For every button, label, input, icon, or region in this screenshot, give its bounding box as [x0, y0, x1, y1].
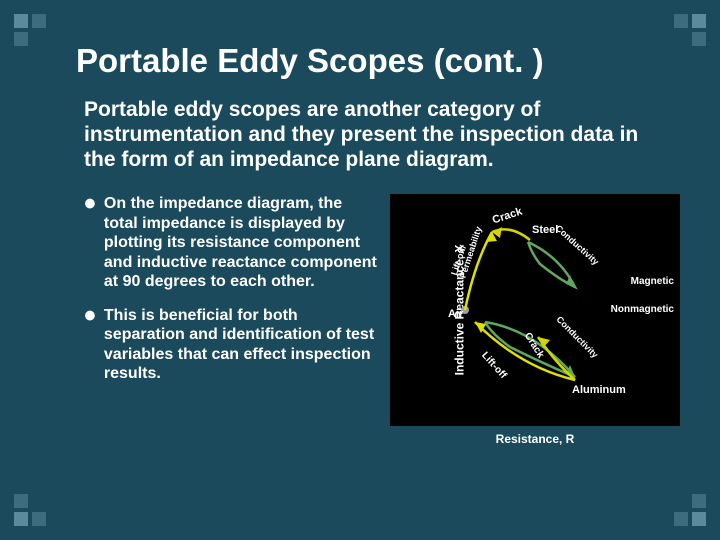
- bullet-item: • This is beneficial for both separation…: [84, 306, 378, 384]
- slide-intro: Portable eddy scopes are another categor…: [84, 98, 670, 172]
- magnetic-legend: Magnetic: [631, 276, 674, 287]
- content-row: • On the impedance diagram, the total im…: [84, 194, 680, 426]
- corner-decoration-tr: [666, 14, 706, 54]
- corner-decoration-br: [666, 486, 706, 526]
- bullet-icon: •: [84, 306, 96, 384]
- arrow-icon: [566, 275, 575, 287]
- bullet-text: On the impedance diagram, the total impe…: [104, 194, 378, 292]
- bullet-item: • On the impedance diagram, the total im…: [84, 194, 378, 292]
- bullet-icon: •: [84, 194, 96, 292]
- impedance-diagram: Inductive Reactance, X Resistance, R: [390, 194, 680, 426]
- air-label: Air: [448, 308, 463, 320]
- aluminum-label: Aluminum: [572, 384, 626, 396]
- corner-decoration-tl: [14, 14, 54, 54]
- bullet-text: This is beneficial for both separation a…: [104, 306, 378, 384]
- slide: Portable Eddy Scopes (cont. ) Portable e…: [0, 0, 720, 540]
- nonmagnetic-legend: Nonmagnetic: [611, 304, 674, 315]
- bullet-list: • On the impedance diagram, the total im…: [84, 194, 378, 426]
- x-axis-label: Resistance, R: [496, 432, 575, 446]
- corner-decoration-bl: [14, 486, 54, 526]
- slide-title: Portable Eddy Scopes (cont. ): [76, 42, 680, 80]
